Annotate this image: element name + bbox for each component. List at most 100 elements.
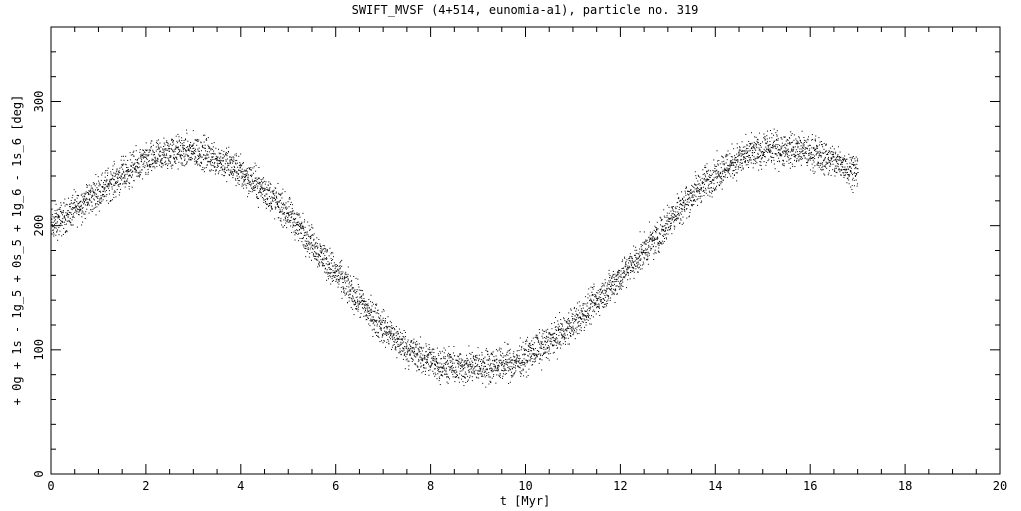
- data-point: [289, 196, 291, 198]
- data-point: [719, 185, 721, 187]
- data-point: [467, 375, 469, 377]
- data-point: [316, 245, 318, 247]
- data-point: [91, 201, 93, 203]
- data-point: [57, 216, 59, 218]
- data-point: [373, 328, 375, 330]
- data-point: [332, 252, 334, 254]
- data-point: [766, 141, 768, 143]
- data-point: [669, 225, 671, 227]
- data-point: [200, 155, 202, 157]
- data-point: [740, 167, 742, 169]
- data-point: [406, 353, 408, 355]
- data-point: [303, 246, 305, 248]
- data-point: [664, 230, 666, 232]
- data-point: [661, 230, 663, 232]
- data-point: [542, 333, 544, 335]
- data-point: [415, 356, 417, 358]
- data-point: [643, 257, 645, 259]
- data-point: [492, 351, 494, 353]
- data-point: [224, 175, 226, 177]
- data-point: [137, 161, 139, 163]
- data-point: [421, 346, 423, 348]
- data-point: [298, 240, 300, 242]
- data-point: [523, 358, 525, 360]
- data-point: [350, 290, 352, 292]
- data-point: [99, 198, 101, 199]
- data-point: [523, 364, 525, 366]
- data-point: [531, 353, 533, 355]
- data-point: [174, 157, 176, 159]
- data-point: [512, 353, 514, 355]
- data-point: [364, 308, 366, 310]
- data-point: [429, 352, 431, 354]
- data-point: [262, 182, 264, 184]
- data-point: [455, 366, 457, 368]
- data-point: [302, 236, 304, 238]
- data-point: [217, 160, 219, 162]
- data-point: [158, 155, 160, 157]
- data-point: [269, 188, 271, 190]
- data-point: [588, 288, 590, 290]
- data-point: [264, 195, 266, 197]
- data-point: [302, 225, 304, 227]
- data-point: [265, 181, 267, 183]
- data-point: [240, 165, 242, 167]
- data-point: [713, 189, 715, 191]
- data-point: [372, 323, 374, 325]
- data-point: [225, 159, 227, 161]
- data-point: [760, 143, 762, 145]
- data-point: [690, 192, 692, 194]
- data-point: [788, 150, 790, 152]
- data-point: [206, 151, 208, 153]
- data-point: [56, 230, 58, 232]
- data-point: [251, 191, 253, 193]
- data-point: [358, 303, 360, 305]
- data-point: [773, 128, 775, 130]
- data-point: [433, 357, 435, 359]
- data-point: [155, 161, 157, 163]
- data-point: [288, 220, 290, 222]
- data-point: [613, 281, 615, 283]
- data-point: [343, 278, 345, 280]
- data-point: [426, 354, 428, 356]
- data-point: [527, 344, 529, 346]
- data-point: [276, 202, 278, 204]
- data-point: [98, 190, 100, 192]
- data-point: [202, 147, 204, 149]
- data-point: [469, 369, 471, 371]
- data-point: [488, 355, 490, 357]
- data-point: [681, 204, 683, 206]
- data-point: [422, 354, 424, 356]
- data-point: [344, 277, 346, 279]
- data-point: [211, 156, 213, 158]
- data-point: [732, 177, 734, 179]
- data-point: [163, 153, 165, 155]
- data-point: [454, 355, 456, 357]
- data-point: [226, 181, 228, 183]
- data-point: [760, 154, 762, 156]
- data-point: [520, 364, 522, 366]
- data-point: [421, 359, 423, 361]
- data-point: [337, 268, 339, 270]
- data-point: [244, 176, 246, 178]
- data-point: [434, 356, 436, 358]
- data-point: [455, 359, 457, 361]
- data-points: [51, 128, 859, 388]
- data-point: [391, 325, 393, 327]
- data-point: [271, 207, 273, 209]
- data-point: [449, 367, 451, 369]
- data-point: [667, 219, 669, 221]
- data-point: [360, 301, 362, 303]
- data-point: [555, 344, 557, 346]
- data-point: [551, 328, 553, 330]
- data-point: [194, 139, 196, 141]
- data-point: [187, 156, 189, 158]
- data-point: [193, 142, 195, 144]
- data-point: [108, 190, 110, 192]
- data-point: [733, 169, 735, 171]
- data-point: [238, 155, 240, 157]
- data-point: [186, 162, 188, 164]
- data-point: [674, 215, 676, 217]
- data-point: [81, 210, 83, 212]
- data-point: [566, 321, 568, 323]
